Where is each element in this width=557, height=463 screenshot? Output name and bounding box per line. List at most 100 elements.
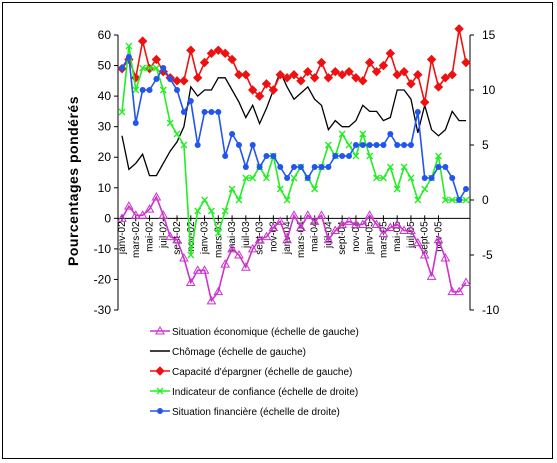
- dot-marker: [208, 109, 215, 115]
- dot-marker: [139, 87, 146, 93]
- dot-marker: [201, 109, 208, 115]
- legend-entry: Situation économique (échelle de gauche): [150, 325, 359, 338]
- dot-marker: [414, 109, 421, 115]
- x-tick-label: mai-02: [145, 221, 156, 252]
- dot-marker: [463, 186, 469, 192]
- diamond-marker: [309, 73, 320, 83]
- diamond-marker: [172, 76, 182, 86]
- x-marker: [373, 174, 381, 182]
- diamond-marker: [392, 70, 402, 80]
- x-marker: [201, 196, 209, 204]
- x-marker: [345, 141, 353, 149]
- left-tick-label: 0: [104, 211, 111, 225]
- triangle-marker: [461, 277, 471, 286]
- dot-marker: [401, 142, 408, 148]
- dot-marker: [325, 164, 332, 170]
- x-marker: [400, 163, 408, 171]
- triangle-marker: [144, 204, 155, 213]
- x-marker: [152, 64, 160, 72]
- dot-marker: [263, 153, 270, 159]
- x-marker: [366, 152, 374, 160]
- diamond-marker: [268, 85, 279, 95]
- right-tick-label: 15: [482, 28, 496, 42]
- diamond-marker: [426, 54, 437, 65]
- dot-marker: [256, 164, 263, 170]
- dot-marker: [359, 142, 366, 148]
- dot-marker: [249, 142, 256, 148]
- right-tick-label: -10: [482, 303, 500, 317]
- diamond-marker: [406, 79, 416, 89]
- x-tick-label: mai-03: [227, 221, 238, 252]
- triangle-marker: [351, 219, 361, 228]
- dot-marker: [449, 175, 456, 181]
- dot-marker: [387, 131, 394, 137]
- triangle-marker: [426, 271, 437, 280]
- diamond-marker: [241, 70, 251, 80]
- x-marker: [235, 196, 243, 204]
- x-marker: [139, 64, 147, 72]
- triangle-marker: [289, 210, 299, 219]
- x-marker: [379, 174, 387, 182]
- dot-marker: [146, 87, 153, 93]
- triangle-marker: [309, 216, 320, 225]
- triangle-marker: [323, 234, 334, 244]
- diamond-marker: [399, 66, 409, 77]
- x-marker: [207, 207, 215, 215]
- dot-marker: [346, 153, 353, 159]
- dot-marker: [157, 408, 163, 414]
- diamond-marker: [192, 73, 203, 83]
- x-marker: [359, 130, 367, 138]
- dot-marker: [153, 76, 160, 82]
- dot-marker: [339, 153, 346, 159]
- dot-marker: [242, 164, 249, 170]
- x-marker: [159, 86, 167, 94]
- triangle-marker: [155, 325, 165, 335]
- series-line: [121, 69, 466, 177]
- legend-entry: Capacité d'épargner (échelle de gauche): [150, 366, 352, 378]
- triangle-marker: [158, 210, 169, 219]
- x-marker: [173, 130, 181, 138]
- diamond-marker: [337, 70, 347, 80]
- diamond-marker: [316, 57, 327, 68]
- dot-marker: [277, 164, 284, 170]
- diamond-marker: [275, 70, 285, 80]
- left-tick-label: 60: [98, 28, 112, 42]
- dot-marker: [229, 131, 236, 137]
- series-line: [121, 28, 467, 103]
- x-marker: [156, 387, 164, 395]
- triangle-marker: [261, 231, 272, 241]
- triangle-marker: [399, 225, 409, 235]
- right-tick-label: 5: [482, 138, 489, 152]
- x-tick-label: nov-04: [351, 221, 362, 252]
- dot-marker: [284, 175, 291, 181]
- triangle-marker: [199, 265, 210, 274]
- diamond-marker: [254, 91, 265, 101]
- legend-entry: Situation financière (échelle de droite): [150, 407, 340, 418]
- triangle-marker: [117, 213, 127, 222]
- x-marker: [180, 141, 188, 149]
- dot-marker: [318, 164, 325, 170]
- triangle-marker: [433, 234, 444, 244]
- dot-marker: [456, 197, 463, 203]
- triangle-marker: [337, 219, 348, 228]
- x-tick-label: mai-05: [392, 221, 403, 252]
- triangle-marker: [130, 210, 141, 219]
- x-marker: [393, 185, 401, 193]
- right-tick-label: 10: [482, 83, 496, 97]
- triangle-marker: [454, 286, 464, 296]
- legend-label: Chômage (échelle de gauche): [172, 347, 306, 358]
- x-marker: [214, 229, 222, 237]
- dot-marker: [373, 142, 380, 148]
- diamond-marker: [155, 366, 165, 376]
- x-tick-label: juil-03: [241, 221, 252, 249]
- dot-marker: [167, 76, 174, 82]
- x-marker: [283, 196, 291, 204]
- dot-marker: [380, 142, 387, 148]
- triangle-marker: [385, 222, 396, 231]
- legend-entry: Indicateur de confiance (échelle de droi…: [150, 387, 358, 398]
- dot-marker: [125, 54, 132, 60]
- diamond-marker: [323, 73, 334, 83]
- legend-entry: Chômage (échelle de gauche): [150, 347, 306, 358]
- x-marker: [352, 152, 360, 160]
- triangle-marker: [357, 219, 368, 228]
